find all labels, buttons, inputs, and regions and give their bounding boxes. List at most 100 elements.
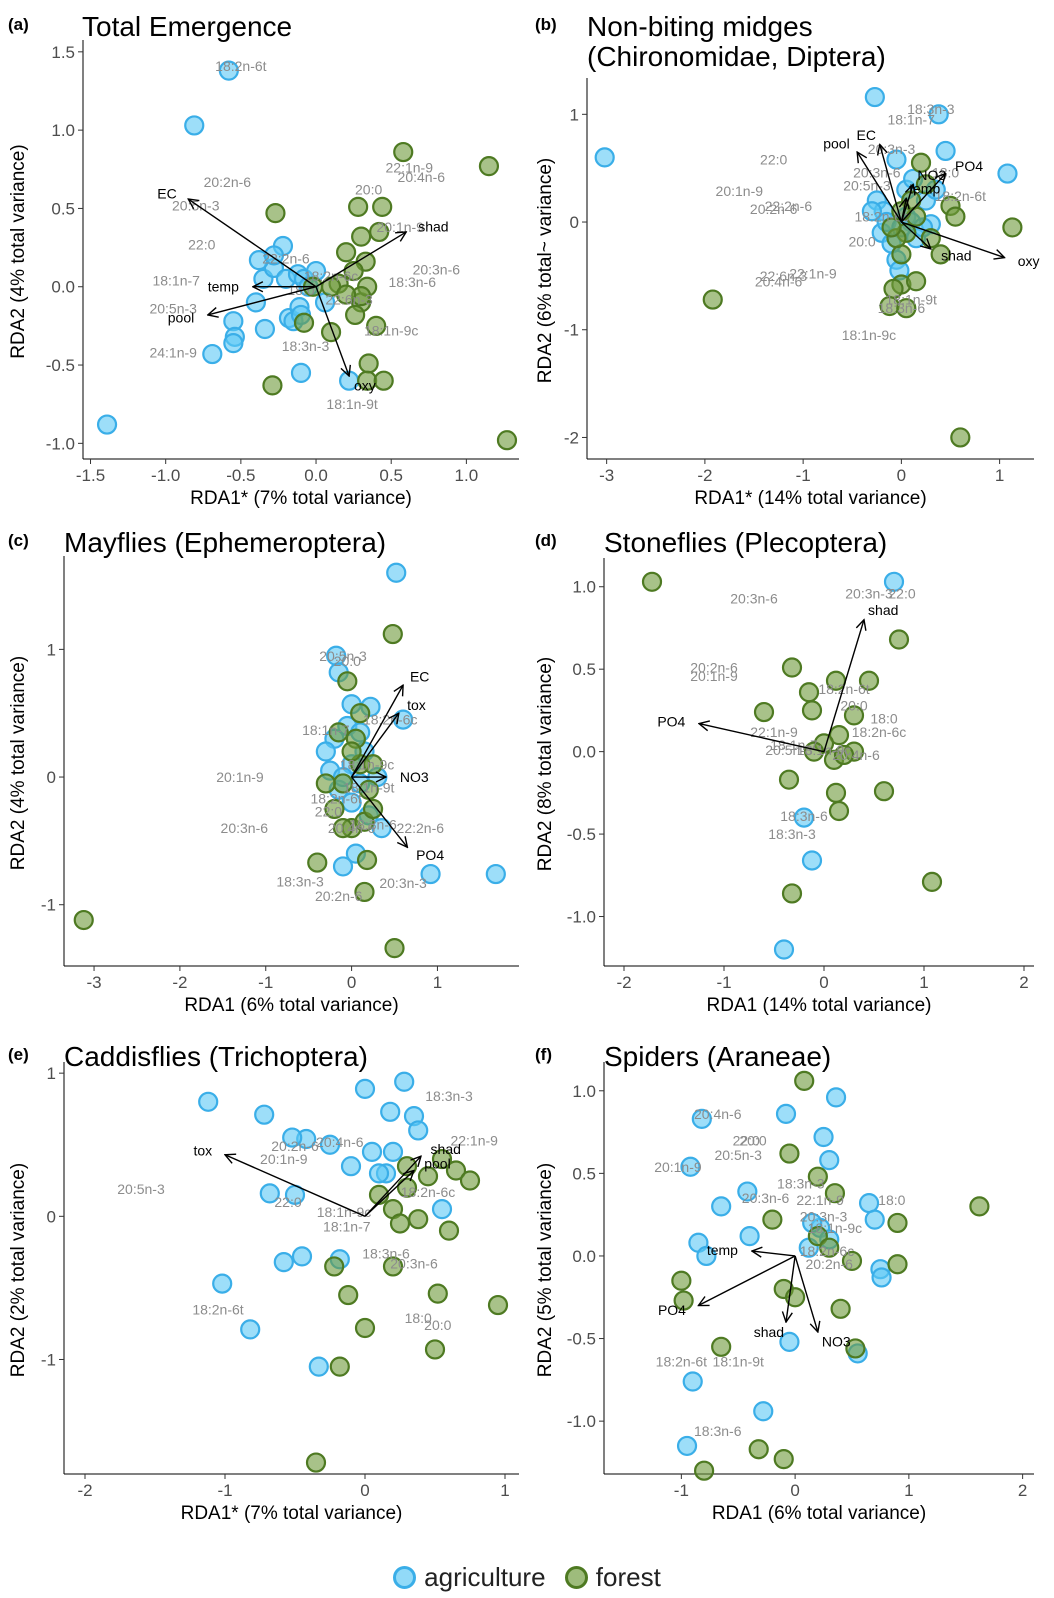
env-arrow <box>699 724 825 753</box>
y-tick-label: -1 <box>564 321 579 340</box>
point-agriculture <box>864 1209 885 1230</box>
point-forest <box>828 725 850 746</box>
env-arrow <box>901 221 1004 258</box>
point-agriculture <box>676 1435 698 1457</box>
y-axis-title: RDA2 (4% total variance) <box>8 144 29 358</box>
fatty-acid-label: 18:2n-6c <box>401 1184 455 1200</box>
fatty-acid-label: 18:2n-6t <box>935 188 986 204</box>
point-forest <box>345 304 366 326</box>
fatty-acid-label: 18:0 <box>287 282 314 298</box>
point-forest <box>438 1220 460 1241</box>
fatty-acid-label: 20:2n-6 <box>690 660 738 676</box>
x-tick-label: -1.0 <box>151 466 180 485</box>
point-agriculture <box>696 1245 717 1267</box>
point-forest <box>819 1237 840 1258</box>
fatty-acid-label: 18:3n-3 <box>276 874 324 890</box>
env-arrow-label: temp <box>208 279 239 295</box>
fatty-acid-label: 22:2n-6 <box>397 820 445 836</box>
x-tick-label: -1 <box>796 466 811 485</box>
y-tick-label: -0.5 <box>567 1330 596 1349</box>
point-forest <box>896 298 917 319</box>
fatty-acid-label: 18:3n-3 <box>907 101 955 117</box>
point-agriculture <box>858 1193 880 1214</box>
x-tick-label: -2 <box>616 973 631 992</box>
point-forest <box>753 701 775 723</box>
point-forest <box>431 1148 453 1170</box>
point-agriculture <box>682 1371 703 1392</box>
y-tick-label: 0.5 <box>572 1164 596 1183</box>
y-tick-label: 0 <box>47 768 56 787</box>
fatty-acid-label: 20:5n-3 <box>843 177 891 193</box>
x-tick-label: 0 <box>347 973 356 992</box>
points <box>73 562 506 959</box>
point-forest <box>262 375 283 396</box>
x-tick-label: -3 <box>86 973 101 992</box>
fatty-acid-label: 20:3n-6 <box>413 262 461 278</box>
x-tick-label: -2 <box>172 973 187 992</box>
fatty-acid-label: 20:3n-3 <box>868 141 916 157</box>
point-agriculture <box>485 863 506 885</box>
point-agriculture <box>801 850 823 871</box>
fatty-acid-label: 20:4n-6 <box>755 273 803 289</box>
fatty-acid-label: 20:3n-6 <box>742 1190 790 1206</box>
point-agriculture <box>332 856 354 877</box>
point-agriculture <box>223 333 244 354</box>
fatty-acid-label: 18:3n-6 <box>878 300 926 316</box>
point-forest <box>887 1254 908 1275</box>
fatty-acid-label: 18:1n-9c <box>364 323 418 339</box>
point-forest <box>366 315 387 336</box>
point-forest <box>373 370 394 391</box>
point-forest <box>389 1213 411 1234</box>
rda-figure: (a) Total Emergence-1.5 -1.0 -0.5 0.0 0.5 1.0-… <box>8 11 1040 1524</box>
legend-dot-forest <box>564 1566 588 1589</box>
point-agriculture <box>420 863 441 885</box>
point-forest <box>427 1283 448 1304</box>
point-agriculture <box>202 343 223 365</box>
point-forest <box>382 1256 404 1277</box>
legend-label-agriculture: agriculture <box>424 1562 546 1592</box>
x-tick-label: 2 <box>1019 973 1028 992</box>
fatty-acid-label: 18:2n-6c <box>304 268 358 284</box>
x-axis-title: RDA1 (6% total variance) <box>712 1503 926 1524</box>
x-tick-label: 0 <box>819 973 828 992</box>
x-tick-label: -1 <box>716 973 731 992</box>
panel-title: Total Emergence <box>82 11 292 42</box>
point-agriculture <box>308 1356 329 1377</box>
point-agriculture <box>819 1150 840 1171</box>
y-tick-label: 0.0 <box>572 1247 596 1266</box>
fatty-acid-label: 20:4n-6 <box>832 747 880 763</box>
x-tick-label: 0 <box>360 1481 369 1500</box>
y-tick-label: 0 <box>570 213 579 232</box>
fatty-acid-label: 20:4n-6 <box>316 1134 364 1150</box>
panel-f: (f) Spiders (Araneae) -1 0 1 2 -1.0 -0.5 0.0 0.5 1… <box>535 1041 1034 1524</box>
point-agriculture <box>291 1246 313 1267</box>
point-forest <box>781 883 803 904</box>
fatty-acid-label: 18:1n-7 <box>152 272 200 288</box>
point-agriculture <box>861 201 883 222</box>
point-agriculture <box>212 1273 233 1294</box>
point-agriculture <box>775 1103 797 1125</box>
point-forest <box>362 754 384 775</box>
x-tick-label: -1 <box>674 1481 689 1500</box>
env-arrow-label: oxy <box>354 377 376 393</box>
point-forest <box>781 657 803 678</box>
point-forest <box>384 938 405 959</box>
fatty-acid-label: 24:1n-9 <box>149 345 197 361</box>
fatty-acid-label: 20:3n-6 <box>390 1256 438 1272</box>
y-tick-label: -2 <box>564 428 579 447</box>
fatty-acid-label: 20:3n-6 <box>730 590 778 606</box>
env-arrow <box>794 1255 818 1332</box>
point-forest <box>356 849 378 871</box>
env-arrow <box>752 1251 796 1256</box>
fatty-acid-label: 22:1n-9 <box>750 724 798 740</box>
env-arrow-label: pool <box>168 309 194 325</box>
point-forest <box>773 1449 794 1470</box>
x-tick-label: -0.5 <box>226 466 255 485</box>
fatty-acid-label: 22:0 <box>274 1194 301 1210</box>
point-agriculture <box>96 414 118 435</box>
point-forest <box>841 1250 863 1272</box>
env-arrow-label: oxy <box>1018 253 1040 269</box>
y-tick-label: -1.0 <box>567 1412 596 1431</box>
fatty-acid-label: 18:2n-6t <box>656 1354 707 1370</box>
fatty-acid-label: 22:6n-3 <box>325 291 373 307</box>
